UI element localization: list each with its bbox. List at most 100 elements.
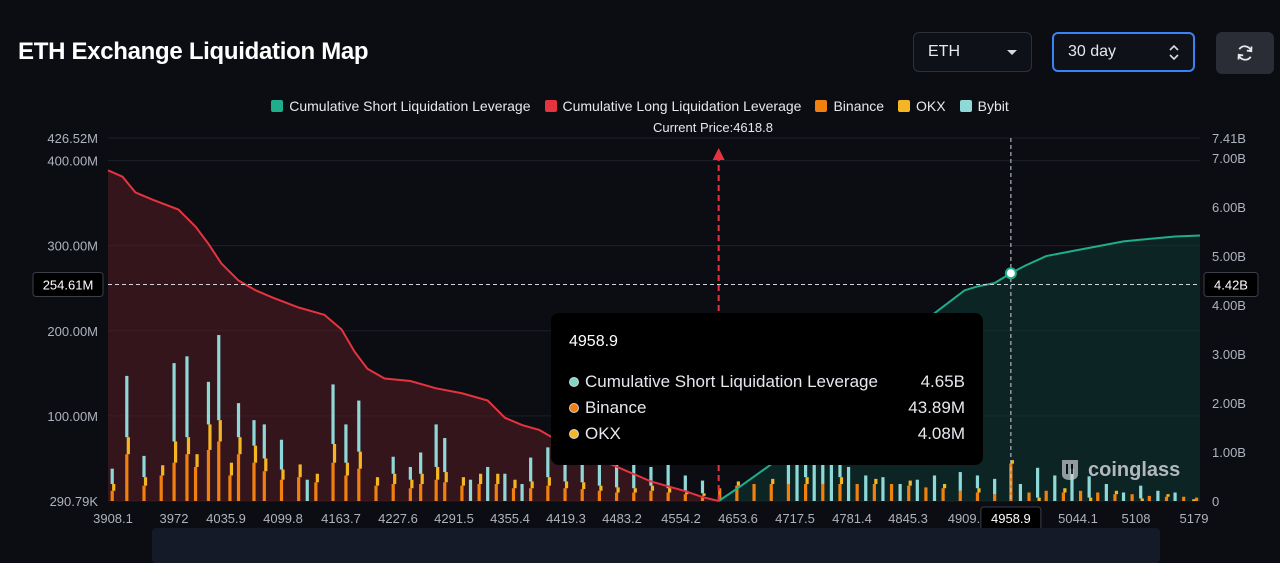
bar-binance xyxy=(1027,492,1031,501)
x-axis-tick-label: 5179 xyxy=(1180,511,1209,526)
bar-binance xyxy=(172,462,176,501)
bar-binance xyxy=(855,483,859,501)
bar-binance xyxy=(511,488,516,501)
bar-binance xyxy=(279,479,284,501)
x-axis-tick-label: 4653.6 xyxy=(718,511,758,526)
bar-bybit xyxy=(1070,468,1074,501)
x-axis-tick-label: 4419.3 xyxy=(546,511,586,526)
bar-bybit xyxy=(1036,467,1040,498)
bar-bybit xyxy=(503,473,507,501)
legend-item-long[interactable]: Cumulative Long Liquidation Leverage xyxy=(544,98,802,114)
bar-binance xyxy=(580,489,584,501)
x-axis-tick-label: 4035.9 xyxy=(206,511,246,526)
bar-binance xyxy=(331,462,335,501)
bar-binance xyxy=(529,488,533,501)
legend-item-short[interactable]: Cumulative Short Liquidation Leverage xyxy=(271,98,531,114)
bar-bybit xyxy=(252,420,256,446)
bar-binance xyxy=(735,485,739,501)
bar-okx xyxy=(345,462,350,476)
bar-binance xyxy=(907,485,911,501)
bar-binance xyxy=(718,488,722,501)
crosshair-left-label: 254.61M xyxy=(43,277,94,292)
legend-label: Cumulative Long Liquidation Leverage xyxy=(562,98,802,114)
bar-bybit xyxy=(217,335,221,421)
period-select[interactable]: 30 day xyxy=(1052,32,1195,72)
bar-binance xyxy=(769,483,773,501)
bar-binance xyxy=(889,483,894,501)
bar-okx xyxy=(218,420,222,442)
bar-bybit xyxy=(1018,483,1023,501)
x-axis-tick-label: 4291.5 xyxy=(434,511,474,526)
bar-okx xyxy=(479,473,483,484)
bar-okx xyxy=(264,458,268,472)
bar-binance xyxy=(159,475,163,501)
current-price-label: Current Price:4618.8 xyxy=(653,120,773,135)
chart-range-slider[interactable] xyxy=(152,528,1160,563)
chart-legend: Cumulative Short Liquidation Leverage Cu… xyxy=(0,98,1280,114)
bar-bybit xyxy=(305,479,309,501)
bar-okx xyxy=(1037,497,1041,501)
legend-item-bybit[interactable]: Bybit xyxy=(959,98,1009,114)
tooltip-row: OKX 4.08M xyxy=(569,421,965,447)
x-axis-tick-label: 4355.4 xyxy=(490,511,530,526)
y-axis-right-tick-label: 5.00B xyxy=(1212,249,1246,264)
bar-okx xyxy=(942,483,947,489)
bar-binance xyxy=(958,490,962,501)
bar-binance xyxy=(408,488,412,501)
bar-bybit xyxy=(829,449,833,501)
bar-bybit xyxy=(142,455,146,478)
crosshair-left-label-box xyxy=(32,271,104,297)
tooltip-dot xyxy=(569,429,579,439)
y-axis-left-tick-label: 100.00M xyxy=(47,409,98,424)
bar-okx xyxy=(112,483,116,491)
bar-okx xyxy=(436,466,440,480)
legend-item-okx[interactable]: OKX xyxy=(898,98,946,114)
bar-okx xyxy=(736,481,740,486)
bar-okx xyxy=(771,478,775,484)
bar-bybit xyxy=(597,455,601,486)
bar-okx xyxy=(1166,494,1170,497)
legend-swatch xyxy=(815,100,828,112)
tooltip-value: 4.65B xyxy=(920,372,965,391)
tooltip-label: OKX xyxy=(585,424,621,443)
legend-label: Binance xyxy=(833,98,885,114)
bar-okx xyxy=(461,477,466,486)
x-axis-tick-label: 4781.4 xyxy=(832,511,872,526)
refresh-icon xyxy=(1237,45,1253,61)
bar-okx xyxy=(393,473,397,484)
crosshair-x-label-box xyxy=(980,506,1042,528)
coinglass-logo-icon xyxy=(1062,460,1078,480)
period-select-value: 30 day xyxy=(1068,43,1117,60)
bar-bybit xyxy=(185,356,189,438)
bar-binance xyxy=(597,490,601,501)
bar-binance xyxy=(632,492,636,501)
y-axis-right-tick-label: 3.00B xyxy=(1212,347,1246,362)
asset-select[interactable]: ETH xyxy=(913,32,1032,72)
legend-item-binance[interactable]: Binance xyxy=(815,98,884,114)
bar-bybit xyxy=(1139,485,1143,499)
bar-okx xyxy=(702,493,706,496)
bar-bybit xyxy=(614,463,619,488)
bar-binance xyxy=(391,483,395,501)
bar-okx xyxy=(805,477,809,484)
bar-bybit xyxy=(915,479,919,501)
bar-bybit xyxy=(236,403,241,438)
chart-tooltip: 4958.9 Cumulative Short Liquidation Leve… xyxy=(551,313,983,465)
bar-bybit xyxy=(520,483,524,501)
tooltip-value: 43.89M xyxy=(908,398,965,417)
bar-binance xyxy=(125,454,129,501)
refresh-button[interactable] xyxy=(1216,32,1274,74)
bar-binance xyxy=(1113,494,1117,501)
bar-okx xyxy=(1192,499,1196,501)
y-axis-left-tick-label: 426.52M xyxy=(47,131,98,146)
bar-okx xyxy=(874,478,878,484)
bar-binance xyxy=(357,468,361,501)
bar-binance xyxy=(206,449,211,501)
bar-okx xyxy=(616,487,620,493)
bar-okx xyxy=(633,488,637,493)
bar-bybit xyxy=(419,452,423,474)
tooltip-title: 4958.9 xyxy=(569,333,618,350)
bar-binance xyxy=(614,492,619,501)
bar-okx xyxy=(161,465,165,476)
bar-binance xyxy=(1078,490,1083,501)
